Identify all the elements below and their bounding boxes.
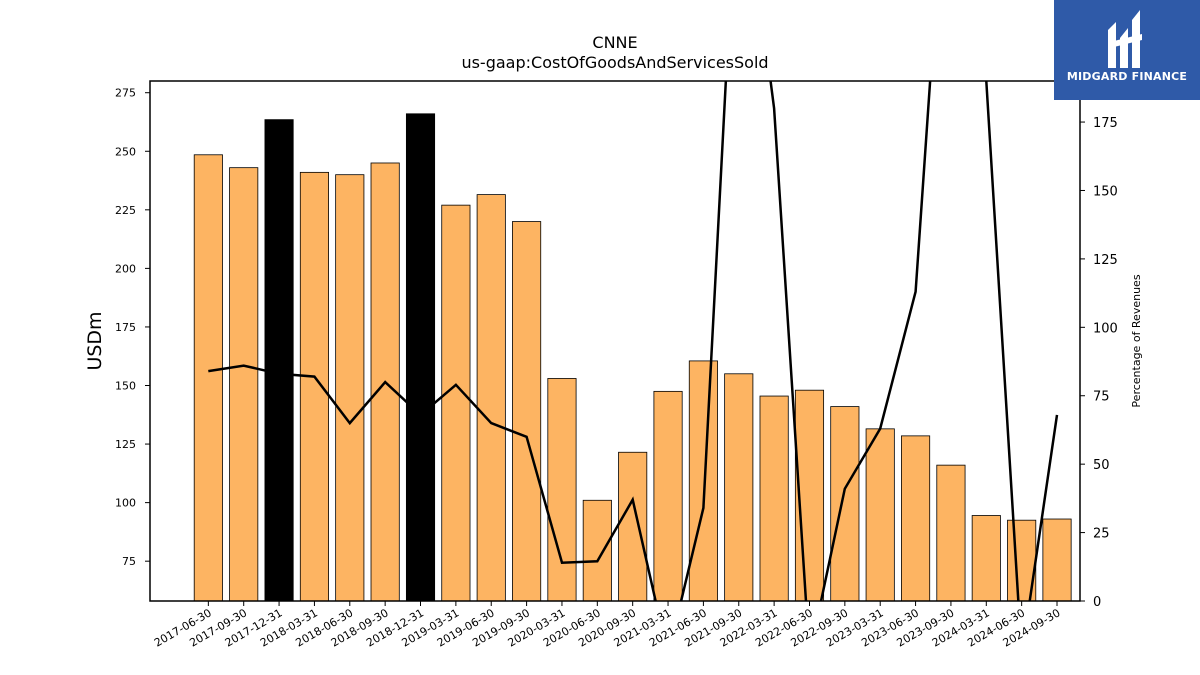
y2-tick-label: 75	[1093, 390, 1110, 405]
y-tick-label: 250	[115, 145, 136, 158]
y-tick-label: 200	[115, 262, 136, 275]
bar-2020-09-30	[618, 451, 648, 602]
bar-2020-03-31	[547, 378, 577, 602]
chart-subtitle: us-gaap:CostOfGoodsAndServicesSold	[461, 53, 768, 72]
bar-2021-09-30	[724, 373, 754, 602]
y2-tick-label: 100	[1093, 321, 1118, 336]
bar-2024-09-30	[1042, 518, 1072, 602]
bar-2022-09-30	[830, 406, 860, 602]
bar-2023-03-31	[865, 428, 895, 602]
bar-2022-03-31	[759, 395, 789, 602]
bar-2019-03-31	[441, 204, 471, 602]
bar-2021-06-30	[688, 360, 718, 602]
y2-tick-label: 25	[1093, 527, 1110, 542]
logo-mark-icon	[1108, 10, 1142, 68]
y-tick-label: 275	[115, 87, 136, 100]
y-axis-label: USDm	[84, 311, 106, 370]
y2-tick-label: 150	[1093, 184, 1118, 199]
logo-text: MIDGARD FINANCE	[1066, 70, 1188, 83]
bar-2024-03-31	[971, 515, 1001, 602]
bars-group	[193, 113, 1072, 602]
y-tick-label: 225	[115, 204, 136, 217]
plot-frame	[149, 80, 1081, 602]
bar-2018-03-31	[299, 171, 329, 602]
bar-2018-06-30	[335, 174, 365, 602]
bar-2018-12-31	[405, 113, 436, 602]
y-tick-label: 100	[115, 497, 136, 510]
bar-2019-09-30	[512, 221, 542, 602]
y-tick-label: 75	[122, 555, 136, 568]
bar-2020-06-30	[582, 499, 612, 602]
y2-tick-label: 0	[1093, 595, 1101, 610]
y-tick-label: 125	[115, 438, 136, 451]
y2-axis-label: Percentage of Revenues	[1130, 274, 1143, 407]
y-tick-label: 175	[115, 321, 136, 334]
bar-2023-09-30	[936, 464, 966, 602]
bar-2023-06-30	[901, 435, 931, 602]
percentage-line	[208, 81, 1059, 601]
y-tick-label: 150	[115, 380, 136, 393]
y2-tick-label: 50	[1093, 458, 1110, 473]
bar-2017-06-30	[193, 154, 223, 602]
bar-2019-06-30	[476, 194, 506, 602]
bar-2017-09-30	[229, 167, 259, 602]
brand-logo: MIDGARD FINANCE	[1054, 0, 1200, 100]
chart-title: CNNE	[592, 33, 637, 52]
y2-tick-label: 125	[1093, 253, 1118, 268]
line-group	[208, 81, 1059, 601]
bar-2017-12-31	[264, 119, 294, 602]
y2-tick-label: 175	[1093, 116, 1118, 131]
bar-2021-03-31	[653, 390, 683, 602]
